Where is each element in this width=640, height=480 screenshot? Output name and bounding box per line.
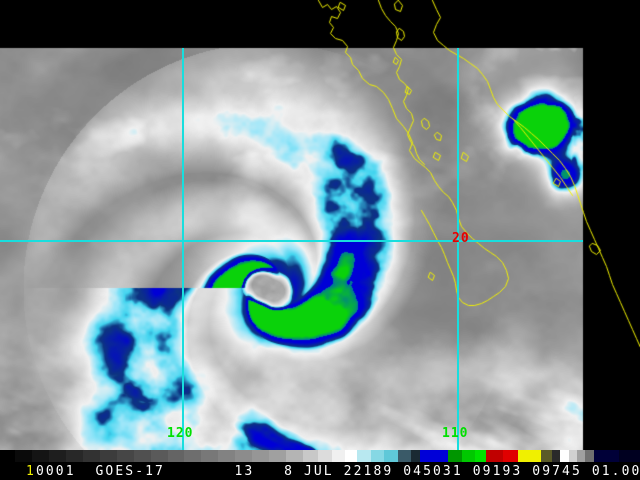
colorbar-segment bbox=[357, 450, 371, 462]
colorbar-segment bbox=[201, 450, 219, 462]
colorbar-segment bbox=[502, 450, 518, 462]
colorbar-segment bbox=[619, 450, 640, 462]
colorbar-segment bbox=[269, 450, 286, 462]
frame-number: 1 bbox=[26, 464, 36, 479]
colorbar-segment bbox=[331, 450, 346, 462]
colorbar-segment bbox=[577, 450, 586, 462]
colorbar-segment bbox=[448, 450, 462, 462]
colorbar-segment bbox=[411, 450, 420, 462]
colorbar-segment bbox=[116, 450, 134, 462]
colorbar-segment bbox=[150, 450, 168, 462]
colorbar-segment bbox=[285, 450, 303, 462]
colorbar-segment bbox=[99, 450, 117, 462]
grid-label-lon-110: 110 bbox=[442, 426, 469, 441]
bottom-status-bar: 1 0001 GOES-17 13 8 JUL 22189 045031 091… bbox=[0, 450, 640, 480]
colorbar-segment bbox=[593, 450, 620, 462]
grid-label-lat-20: 20 bbox=[452, 231, 470, 246]
colorbar-segment bbox=[551, 450, 561, 462]
colorbar-segment bbox=[475, 450, 486, 462]
mcidas-status-line: 1 0001 GOES-17 13 8 JUL 22189 045031 091… bbox=[0, 463, 640, 480]
colorbar-segment bbox=[318, 450, 332, 462]
colorbar-segment bbox=[66, 450, 83, 462]
colorbar-segment bbox=[560, 450, 569, 462]
status-text: 0001 GOES-17 13 8 JUL 22189 045031 09193… bbox=[35, 464, 640, 479]
colorbar-segment bbox=[384, 450, 398, 462]
colorbar-segment bbox=[49, 450, 66, 462]
colorbar-segment bbox=[235, 450, 253, 462]
enhancement-colorbar bbox=[0, 450, 640, 462]
colorbar-segment bbox=[252, 450, 270, 462]
colorbar-segment bbox=[419, 450, 449, 462]
gridline-horizontal-20n bbox=[0, 240, 583, 242]
gridline-vertical-110w bbox=[457, 48, 459, 450]
colorbar-segment bbox=[82, 450, 100, 462]
colorbar-segment bbox=[184, 450, 202, 462]
satellite-image-panel[interactable]: 120 110 20 bbox=[0, 0, 640, 450]
colorbar-segment bbox=[345, 450, 358, 462]
gridline-vertical-120w bbox=[182, 48, 184, 450]
colorbar-segment bbox=[485, 450, 503, 462]
colorbar-segment bbox=[0, 450, 16, 462]
colorbar-segment bbox=[167, 450, 185, 462]
satellite-image-canvas[interactable] bbox=[0, 0, 640, 450]
colorbar-segment bbox=[517, 450, 542, 462]
colorbar-segment bbox=[32, 450, 50, 462]
colorbar-segment bbox=[133, 450, 151, 462]
colorbar-segment bbox=[15, 450, 33, 462]
colorbar-segment bbox=[585, 450, 594, 462]
colorbar-segment bbox=[568, 450, 577, 462]
colorbar-segment bbox=[218, 450, 236, 462]
grid-label-lon-120: 120 bbox=[167, 426, 194, 441]
colorbar-segment bbox=[370, 450, 385, 462]
colorbar-segment bbox=[461, 450, 476, 462]
colorbar-segment bbox=[541, 450, 552, 462]
colorbar-segment bbox=[302, 450, 319, 462]
colorbar-segment bbox=[397, 450, 412, 462]
